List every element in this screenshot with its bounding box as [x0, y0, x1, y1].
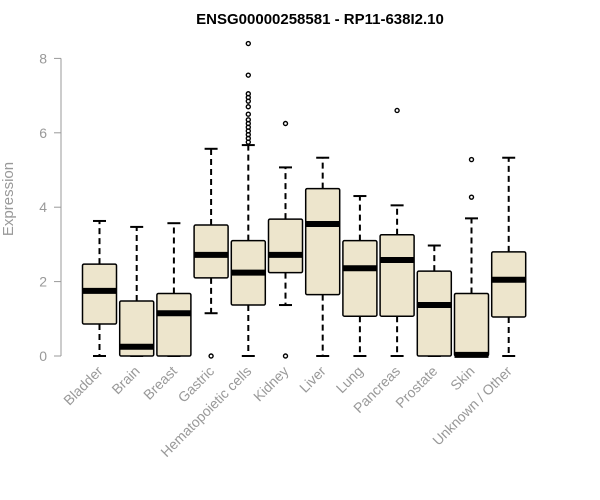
box-unknown-other	[490, 156, 527, 357]
x-tick-label: Brain	[108, 363, 142, 397]
box-prostate	[416, 244, 453, 357]
y-tick-label: 0	[39, 348, 47, 364]
box-skin	[453, 156, 490, 358]
x-tick-label: Liver	[296, 363, 329, 396]
x-tick-label: Kidney	[250, 363, 292, 405]
chart-title: ENSG00000258581 - RP11-638I2.10	[196, 11, 444, 28]
outlier-point	[282, 353, 289, 359]
plot-area	[81, 40, 527, 359]
box-breast	[156, 222, 192, 357]
outlier-point	[468, 156, 475, 163]
box-bladder	[81, 219, 118, 357]
y-axis-label: Expression	[0, 162, 17, 236]
box-iqr	[453, 292, 490, 357]
y-tick-label: 4	[39, 199, 47, 215]
box-brain	[118, 225, 155, 357]
x-tick-label: Bladder	[60, 363, 106, 409]
x-tick-label: Lung	[333, 363, 366, 396]
box-lung	[342, 195, 378, 357]
y-axis: 0 2 4 6 8	[39, 50, 62, 364]
outlier-point	[468, 194, 475, 200]
outlier-point	[245, 91, 252, 97]
outlier-point	[394, 107, 400, 114]
box-hematopoietic-cells	[230, 40, 267, 357]
box-gastric	[193, 147, 229, 359]
box-iqr	[156, 292, 192, 357]
box-iqr	[490, 251, 527, 318]
box-iqr	[342, 239, 378, 317]
box-kidney	[267, 120, 304, 359]
y-tick-label: 2	[39, 274, 47, 290]
outlier-point	[245, 104, 252, 110]
outlier-point	[245, 117, 252, 123]
x-tick-label: Prostate	[392, 363, 440, 411]
outlier-point	[245, 40, 252, 47]
y-tick-label: 8	[39, 50, 47, 66]
box-iqr	[81, 263, 118, 325]
box-iqr	[304, 187, 341, 296]
box-iqr	[267, 218, 304, 274]
box-iqr	[118, 300, 155, 357]
box-pancreas	[379, 107, 415, 357]
box-iqr	[193, 224, 229, 279]
outlier-point	[208, 353, 214, 359]
box-iqr	[379, 233, 415, 317]
x-tick-label: Breast	[140, 363, 180, 403]
x-tick-label: Skin	[447, 363, 478, 394]
box-iqr	[416, 270, 453, 357]
outlier-point	[245, 72, 252, 78]
outlier-point	[282, 120, 289, 127]
box-liver	[304, 156, 341, 357]
outlier-point	[245, 111, 252, 117]
y-tick-label: 6	[39, 125, 47, 141]
